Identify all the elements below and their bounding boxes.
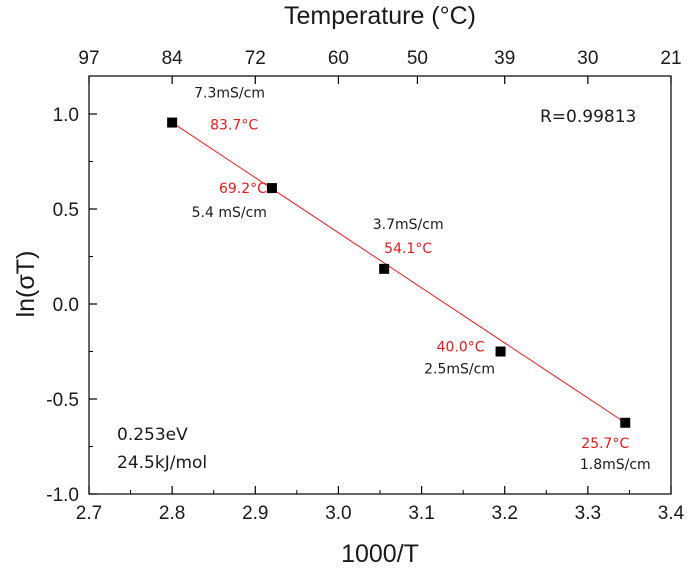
x-tick-label: 2.7 bbox=[76, 503, 102, 524]
top-axis-title: Temperature (°C) bbox=[284, 2, 476, 30]
top-tick-label: 97 bbox=[78, 48, 99, 69]
y-tick-label: -1.0 bbox=[46, 485, 79, 506]
temperature-label: 54.1°C bbox=[384, 241, 432, 257]
conductivity-label: 7.3mS/cm bbox=[194, 86, 265, 102]
r-value-label: R=0.99813 bbox=[540, 107, 636, 127]
top-tick-label: 60 bbox=[328, 48, 349, 69]
top-tick-label: 30 bbox=[577, 48, 598, 69]
data-point bbox=[620, 417, 631, 428]
top-tick-label: 39 bbox=[494, 48, 515, 69]
x-tick-label: 3.1 bbox=[408, 503, 434, 524]
top-tick-label: 50 bbox=[407, 48, 428, 69]
top-tick-label: 72 bbox=[245, 48, 266, 69]
activation-energy-kj: 24.5kJ/mol bbox=[117, 453, 207, 473]
x-tick-label: 2.8 bbox=[159, 503, 185, 524]
conductivity-label: 5.4 mS/cm bbox=[192, 205, 267, 221]
data-point bbox=[167, 117, 178, 128]
x-tick-label: 2.9 bbox=[242, 503, 268, 524]
y-tick-label: 1.0 bbox=[53, 105, 79, 126]
x-axis-title: 1000/T bbox=[341, 540, 419, 568]
activation-energy-ev: 0.253eV bbox=[117, 425, 188, 445]
y-tick-label: 0.5 bbox=[53, 200, 79, 221]
x-tick-label: 3.2 bbox=[492, 503, 518, 524]
temperature-label: 83.7°C bbox=[210, 118, 258, 134]
x-tick-label: 3.0 bbox=[325, 503, 351, 524]
data-point bbox=[379, 263, 390, 274]
data-point bbox=[495, 346, 506, 357]
temperature-label: 69.2°C bbox=[219, 181, 267, 197]
temperature-label: 25.7°C bbox=[581, 436, 629, 452]
top-tick-label: 84 bbox=[162, 48, 184, 69]
y-axis-title: ln(σT) bbox=[12, 251, 40, 318]
x-tick-label: 3.4 bbox=[658, 503, 685, 524]
y-tick-label: -0.5 bbox=[46, 390, 79, 411]
top-tick-label: 21 bbox=[660, 48, 681, 69]
x-tick-label: 3.3 bbox=[575, 503, 601, 524]
conductivity-label: 3.7mS/cm bbox=[373, 217, 444, 233]
data-point bbox=[266, 183, 277, 194]
conductivity-label: 1.8mS/cm bbox=[580, 457, 651, 473]
y-tick-label: 0.0 bbox=[53, 295, 79, 316]
temperature-label: 40.0°C bbox=[437, 340, 485, 356]
conductivity-label: 2.5mS/cm bbox=[424, 362, 495, 378]
fit-line bbox=[171, 122, 626, 424]
